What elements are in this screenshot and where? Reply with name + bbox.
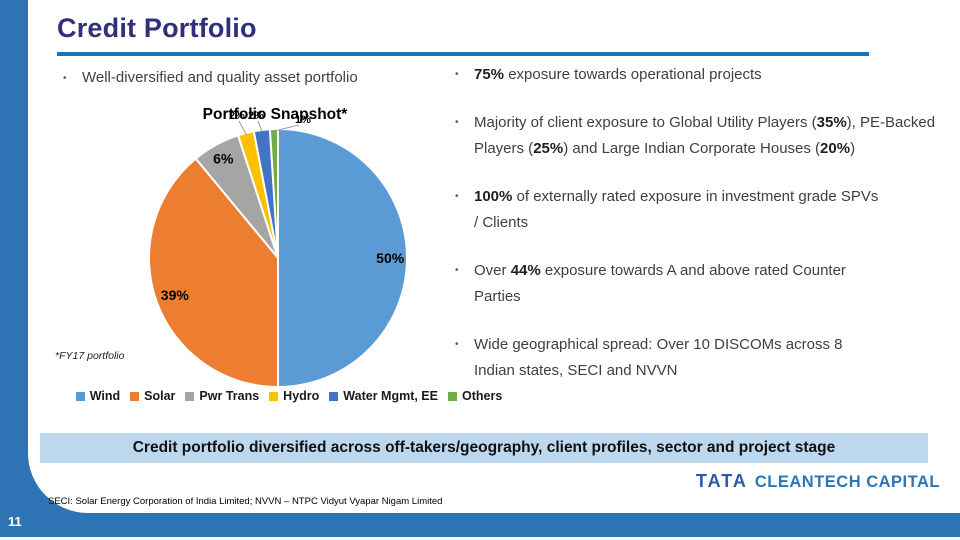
pie-label-pwr-trans: 6% xyxy=(213,151,234,167)
legend-item-water-mgmt-ee: Water Mgmt, EE xyxy=(329,389,438,403)
list-item: • Wide geographical spread: Over 10 DISC… xyxy=(452,332,948,384)
page-title: Credit Portfolio xyxy=(57,13,257,43)
pie-slice-others xyxy=(268,127,279,259)
legend-label: Pwr Trans xyxy=(199,389,260,403)
slide-bottom-edge xyxy=(0,537,960,540)
bullet-icon: • xyxy=(63,73,67,84)
logo-secondary-wordmark: CLEANTECH CAPITAL xyxy=(754,473,940,491)
list-item: • 100% of externally rated exposure in i… xyxy=(452,184,948,236)
bullet-text: 75% exposure towards operational project… xyxy=(474,66,762,83)
bullet-icon: • xyxy=(455,339,459,350)
portfolio-pie-chart: 50% 39% 6% 2% 2% 1% xyxy=(148,110,408,389)
left-summary-bullet: • Well-diversified and quality asset por… xyxy=(60,66,460,91)
bullet-icon: • xyxy=(455,117,459,128)
pie-label-water-mgmt-ee: 2% xyxy=(248,110,264,122)
legend-label: Solar xyxy=(144,389,176,403)
bullet-text: 100% of externally rated exposure in inv… xyxy=(474,188,879,231)
bullet-icon: • xyxy=(455,69,459,80)
bullet-text: Over 44% exposure towards A and above ra… xyxy=(474,262,846,305)
legend-label: Hydro xyxy=(283,389,320,403)
legend-swatch-icon xyxy=(130,391,140,401)
pie-label-wind: 50% xyxy=(376,250,405,266)
legend-swatch-icon xyxy=(269,391,279,401)
pie-label-solar: 39% xyxy=(161,287,190,303)
legend-item-solar: Solar xyxy=(130,389,175,403)
legend-label: Others xyxy=(461,389,503,403)
chart-title: Portfolio Snapshot* xyxy=(202,106,348,123)
key-points-list: • 75% exposure towards operational proje… xyxy=(452,62,948,406)
legend-label: Water Mgmt, EE xyxy=(343,389,438,403)
pie-label-leader-line xyxy=(238,120,247,136)
bullet-text: Wide geographical spread: Over 10 DISCOM… xyxy=(474,336,843,379)
list-item: • Over 44% exposure towards A and above … xyxy=(452,258,948,310)
left-summary-text: Well-diversified and quality asset portf… xyxy=(82,69,358,86)
legend-item-wind: Wind xyxy=(75,389,121,403)
chart-footnote: *FY17 portfolio xyxy=(55,350,125,362)
bullet-text: Majority of client exposure to Global Ut… xyxy=(474,114,936,157)
pie-label-others: 1% xyxy=(295,114,311,126)
key-message-banner: Credit portfolio diversified across off-… xyxy=(40,433,928,463)
bullet-icon: • xyxy=(455,265,459,276)
legend-item-others: Others xyxy=(447,389,503,403)
title-underline xyxy=(57,52,869,56)
legend-swatch-icon xyxy=(447,391,457,401)
legend-swatch-icon xyxy=(185,391,195,401)
tata-cleantech-capital-logo: TATA CLEANTECH CAPITAL xyxy=(696,471,940,492)
page-number: 11 xyxy=(8,514,22,529)
list-item: • 75% exposure towards operational proje… xyxy=(452,62,948,88)
legend-swatch-icon xyxy=(75,391,85,401)
pie-label-leader-line xyxy=(257,120,263,133)
pie-slice-solar xyxy=(148,157,279,389)
legend-item-pwr-trans: Pwr Trans xyxy=(185,389,259,403)
legend-item-hydro: Hydro xyxy=(269,389,319,403)
legend-label: Wind xyxy=(89,389,121,403)
pie-slice-wind xyxy=(277,127,408,389)
logo-primary-wordmark: TATA xyxy=(695,471,748,491)
chart-legend: Wind Solar Pwr Trans Hydro Water Mgmt, EE Oth… xyxy=(58,389,520,403)
bullet-icon: • xyxy=(455,191,459,202)
list-item: • Majority of client exposure to Global … xyxy=(452,110,948,162)
abbreviations-footnote: SECI: Solar Energy Corporation of India … xyxy=(48,496,443,507)
pie-label-hydro: 2% xyxy=(229,110,245,122)
pie-label-leader-line xyxy=(273,124,300,132)
legend-swatch-icon xyxy=(329,391,339,401)
